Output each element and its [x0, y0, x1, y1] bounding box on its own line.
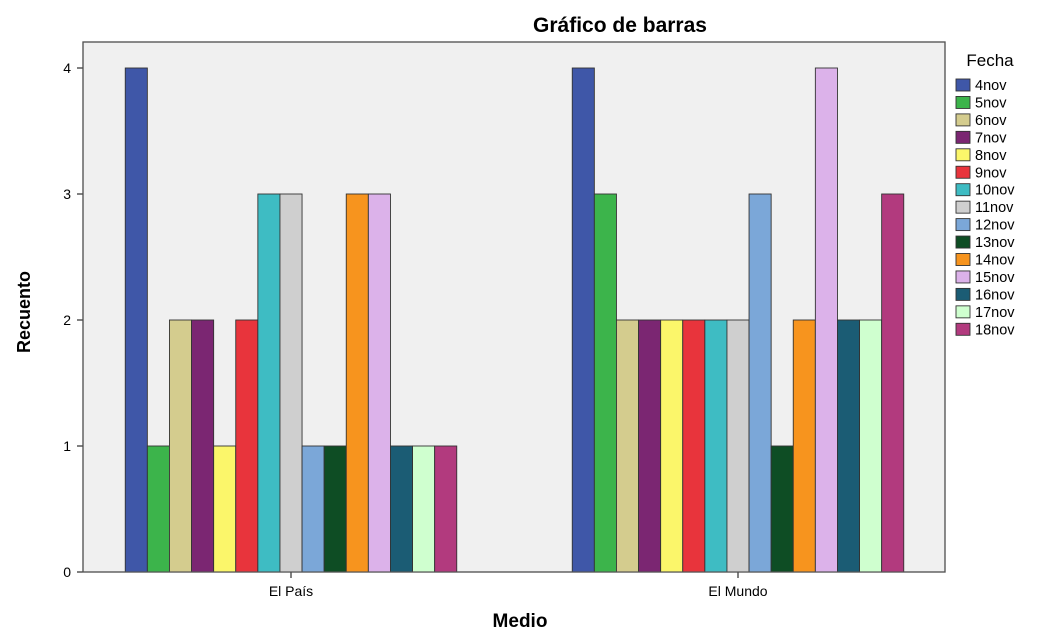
- legend-label-7nov: 7nov: [975, 130, 1007, 146]
- plot-area-group: 0 1 2 3 4 El País El Mundo: [63, 41, 946, 599]
- legend-label-16nov: 16nov: [975, 287, 1015, 303]
- legend-label-11nov: 11nov: [975, 200, 1014, 216]
- bar-18nov-el-mundo: [881, 193, 905, 573]
- x-axis-label: Medio: [493, 611, 548, 628]
- bar-17nov-el-mundo: [859, 319, 883, 573]
- bar-10nov-el-pais: [257, 193, 281, 573]
- legend-label-8nov: 8nov: [975, 148, 1007, 164]
- bar-8nov-el-mundo: [660, 319, 684, 573]
- legend-swatch-8nov: [955, 148, 971, 162]
- bar-17nov-el-pais: [412, 445, 436, 573]
- legend-swatch-16nov: [955, 287, 971, 301]
- legend-label-17nov: 17nov: [975, 305, 1015, 321]
- bar-5nov-el-pais: [146, 445, 170, 573]
- bar-11nov-el-pais: [279, 193, 303, 573]
- bar-16nov-el-pais: [390, 445, 414, 573]
- legend-swatch-6nov: [955, 113, 971, 127]
- legend-label-15nov: 15nov: [975, 270, 1015, 286]
- bar-13nov-el-mundo: [770, 445, 794, 573]
- legend-swatch-9nov: [955, 165, 971, 179]
- bar-14nov-el-pais: [345, 193, 369, 573]
- bar-6nov-el-pais: [168, 319, 192, 573]
- legend-label-18nov: 18nov: [975, 322, 1015, 338]
- x-tick-label: El Mundo: [708, 583, 767, 599]
- legend-swatch-10nov: [955, 183, 971, 197]
- legend-swatch-18nov: [955, 322, 971, 336]
- bar-18nov-el-pais: [434, 445, 458, 573]
- bar-6nov-el-mundo: [616, 319, 640, 573]
- bar-16nov-el-mundo: [837, 319, 861, 573]
- bar-15nov-el-pais: [367, 193, 391, 573]
- plot-frame: [82, 41, 946, 573]
- bar-9nov-el-pais: [235, 319, 259, 573]
- legend-label-13nov: 13nov: [975, 235, 1015, 251]
- legend-swatch-17nov: [955, 305, 971, 319]
- bar-4nov-el-pais: [124, 67, 148, 573]
- legend: 4nov5nov6nov7nov8nov9nov10nov11nov12nov1…: [955, 78, 1015, 338]
- legend-label-10nov: 10nov: [975, 183, 1015, 199]
- bar-4nov-el-mundo: [571, 67, 595, 573]
- legend-label-4nov: 4nov: [975, 78, 1007, 94]
- legend-swatch-5nov: [955, 95, 971, 109]
- bar-14nov-el-mundo: [792, 319, 816, 573]
- bar-13nov-el-pais: [323, 445, 347, 573]
- bar-12nov-el-pais: [301, 445, 325, 573]
- y-tick-label: 3: [63, 186, 71, 202]
- bar-5nov-el-mundo: [593, 193, 617, 573]
- bar-12nov-el-mundo: [748, 193, 772, 573]
- y-tick-label: 2: [63, 312, 71, 328]
- bar-10nov-el-mundo: [704, 319, 728, 573]
- legend-swatch-15nov: [955, 270, 971, 284]
- chart-title: Gráfico de barras: [533, 14, 707, 37]
- bar-11nov-el-mundo: [726, 319, 750, 573]
- y-axis-label: Recuento: [14, 271, 34, 353]
- bar-9nov-el-mundo: [682, 319, 706, 573]
- y-tick-label: 4: [63, 60, 71, 76]
- legend-swatch-13nov: [955, 235, 971, 249]
- legend-swatch-12nov: [955, 218, 971, 232]
- legend-swatch-4nov: [955, 78, 971, 92]
- bar-7nov-el-mundo: [638, 319, 662, 573]
- legend-swatch-14nov: [955, 253, 971, 266]
- legend-label-9nov: 9nov: [975, 165, 1007, 181]
- bar-7nov-el-pais: [191, 319, 215, 573]
- legend-swatch-11nov: [955, 200, 971, 214]
- legend-label-5nov: 5nov: [975, 95, 1007, 111]
- bar-8nov-el-pais: [213, 445, 237, 573]
- bar-15nov-el-mundo: [814, 67, 838, 573]
- x-tick-label: El País: [269, 583, 313, 599]
- y-tick-label: 1: [63, 438, 71, 454]
- legend-title: Fecha: [966, 51, 1014, 70]
- legend-swatch-7nov: [955, 130, 971, 144]
- legend-label-12nov: 12nov: [975, 218, 1015, 234]
- legend-label-14nov: 14nov: [975, 253, 1015, 269]
- y-tick-label: 0: [63, 564, 71, 580]
- legend-label-6nov: 6nov: [975, 113, 1007, 129]
